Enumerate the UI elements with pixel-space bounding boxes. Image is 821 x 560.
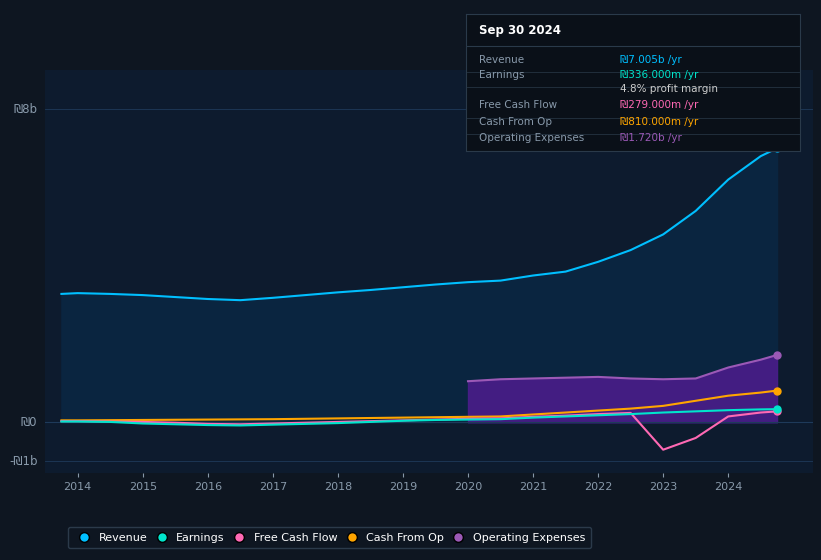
Text: -₪1b: -₪1b (9, 455, 38, 468)
Text: Operating Expenses: Operating Expenses (479, 133, 585, 143)
Text: ₪810.000m /yr: ₪810.000m /yr (620, 116, 698, 127)
Legend: Revenue, Earnings, Free Cash Flow, Cash From Op, Operating Expenses: Revenue, Earnings, Free Cash Flow, Cash … (67, 527, 591, 548)
Text: ₪7.005b /yr: ₪7.005b /yr (620, 55, 681, 65)
Text: 4.8% profit margin: 4.8% profit margin (620, 84, 718, 94)
Text: Earnings: Earnings (479, 70, 525, 80)
Text: Free Cash Flow: Free Cash Flow (479, 100, 557, 110)
Text: ₪336.000m /yr: ₪336.000m /yr (620, 70, 698, 80)
Text: Cash From Op: Cash From Op (479, 116, 552, 127)
Text: ₪1.720b /yr: ₪1.720b /yr (620, 133, 681, 143)
Text: ₪8b: ₪8b (13, 102, 38, 116)
Text: Revenue: Revenue (479, 55, 524, 65)
Text: ₪0: ₪0 (21, 416, 38, 429)
Text: Sep 30 2024: Sep 30 2024 (479, 24, 561, 37)
Text: ₪279.000m /yr: ₪279.000m /yr (620, 100, 698, 110)
